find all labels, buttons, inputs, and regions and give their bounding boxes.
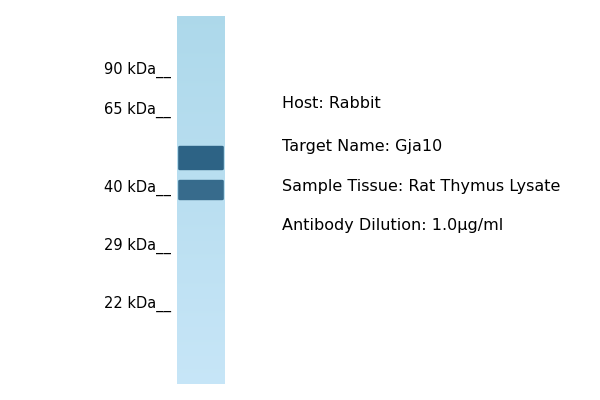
Text: Sample Tissue: Rat Thymus Lysate: Sample Tissue: Rat Thymus Lysate (282, 178, 560, 194)
Text: 22 kDa__: 22 kDa__ (104, 296, 171, 312)
Text: Antibody Dilution: 1.0μg/ml: Antibody Dilution: 1.0μg/ml (282, 218, 503, 234)
FancyBboxPatch shape (178, 146, 224, 170)
Text: Target Name: Gja10: Target Name: Gja10 (282, 138, 442, 154)
Text: 65 kDa__: 65 kDa__ (104, 102, 171, 118)
Text: 90 kDa__: 90 kDa__ (104, 62, 171, 78)
Text: Host: Rabbit: Host: Rabbit (282, 96, 381, 112)
Text: 40 kDa__: 40 kDa__ (104, 180, 171, 196)
FancyBboxPatch shape (178, 180, 224, 200)
Text: 29 kDa__: 29 kDa__ (104, 238, 171, 254)
